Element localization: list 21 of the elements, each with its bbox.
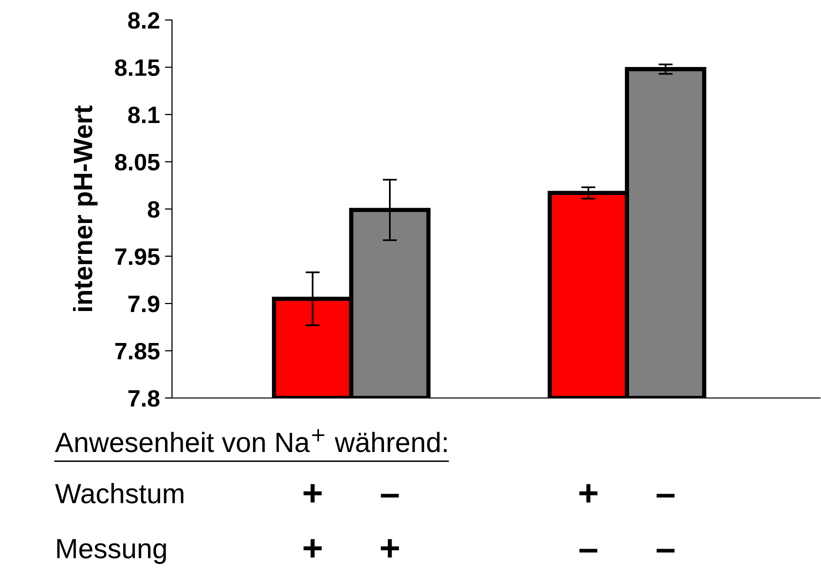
y-tick-label: 8.05 xyxy=(114,154,160,171)
text: + xyxy=(304,539,322,558)
text: Messung xyxy=(57,539,166,564)
text: Wachstum xyxy=(55,483,184,504)
text: – xyxy=(656,548,675,552)
text: Anwesenheit von Na$^{+}$ während: xyxy=(55,429,447,452)
y-tick-label: 7.8 xyxy=(128,390,160,407)
y-tick-label: 7.85 xyxy=(115,342,160,360)
text: + xyxy=(579,484,598,502)
y-tick-label: 7.95 xyxy=(115,248,160,266)
y-tick-label: 8.15 xyxy=(114,59,160,76)
text: – xyxy=(656,494,675,498)
y-axis-title: interner pH-Wert xyxy=(72,105,98,312)
y-tick-label: 8 xyxy=(148,201,160,218)
text: – xyxy=(380,494,399,498)
text: + xyxy=(380,539,399,558)
y-tick-label: 8.1 xyxy=(128,106,160,124)
y-tick-label: 8.2 xyxy=(128,12,160,29)
text: + xyxy=(304,484,322,502)
text: – xyxy=(579,548,598,552)
y-tick-label: 7.9 xyxy=(128,296,160,312)
